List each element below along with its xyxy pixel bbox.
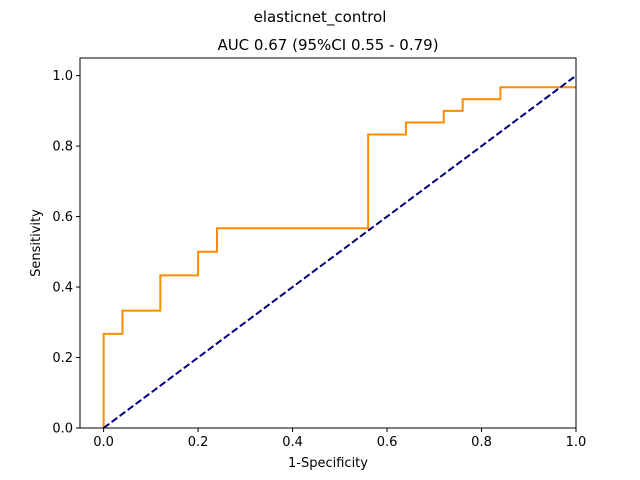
x-tick-label: 0.8: [471, 435, 492, 450]
series-layer: [102, 74, 577, 429]
x-tick-label: 1.0: [566, 435, 587, 450]
x-tick-label: 0.0: [93, 435, 114, 450]
chart-title: AUC 0.67 (95%CI 0.55 - 0.79): [217, 36, 438, 54]
y-tick-label: 0.4: [52, 281, 73, 296]
y-tick-label: 0.0: [52, 422, 73, 437]
x-tick-label: 0.6: [377, 435, 398, 450]
x-axis-label: 1-Specificity: [288, 456, 368, 471]
x-tick-label: 0.4: [282, 435, 303, 450]
y-tick-label: 0.8: [52, 140, 73, 155]
plot-frame: [79, 57, 577, 429]
y-tick-label: 0.6: [52, 210, 73, 225]
y-axis-label: Sensitivity: [29, 209, 44, 277]
x-tick-label: 0.2: [188, 435, 209, 450]
reference-diagonal-line: [103, 74, 577, 429]
y-tick-label: 0.2: [52, 351, 73, 366]
plot-area: [79, 57, 577, 429]
chart-suptitle: elasticnet_control: [254, 8, 387, 27]
y-axis: 0.0 0.2 0.4 0.6 0.8 1.0: [52, 69, 80, 437]
x-axis: 0.0 0.2 0.4 0.6 0.8 1.0: [93, 428, 586, 450]
roc-curve-line: [102, 86, 576, 428]
y-tick-label: 1.0: [52, 69, 73, 84]
